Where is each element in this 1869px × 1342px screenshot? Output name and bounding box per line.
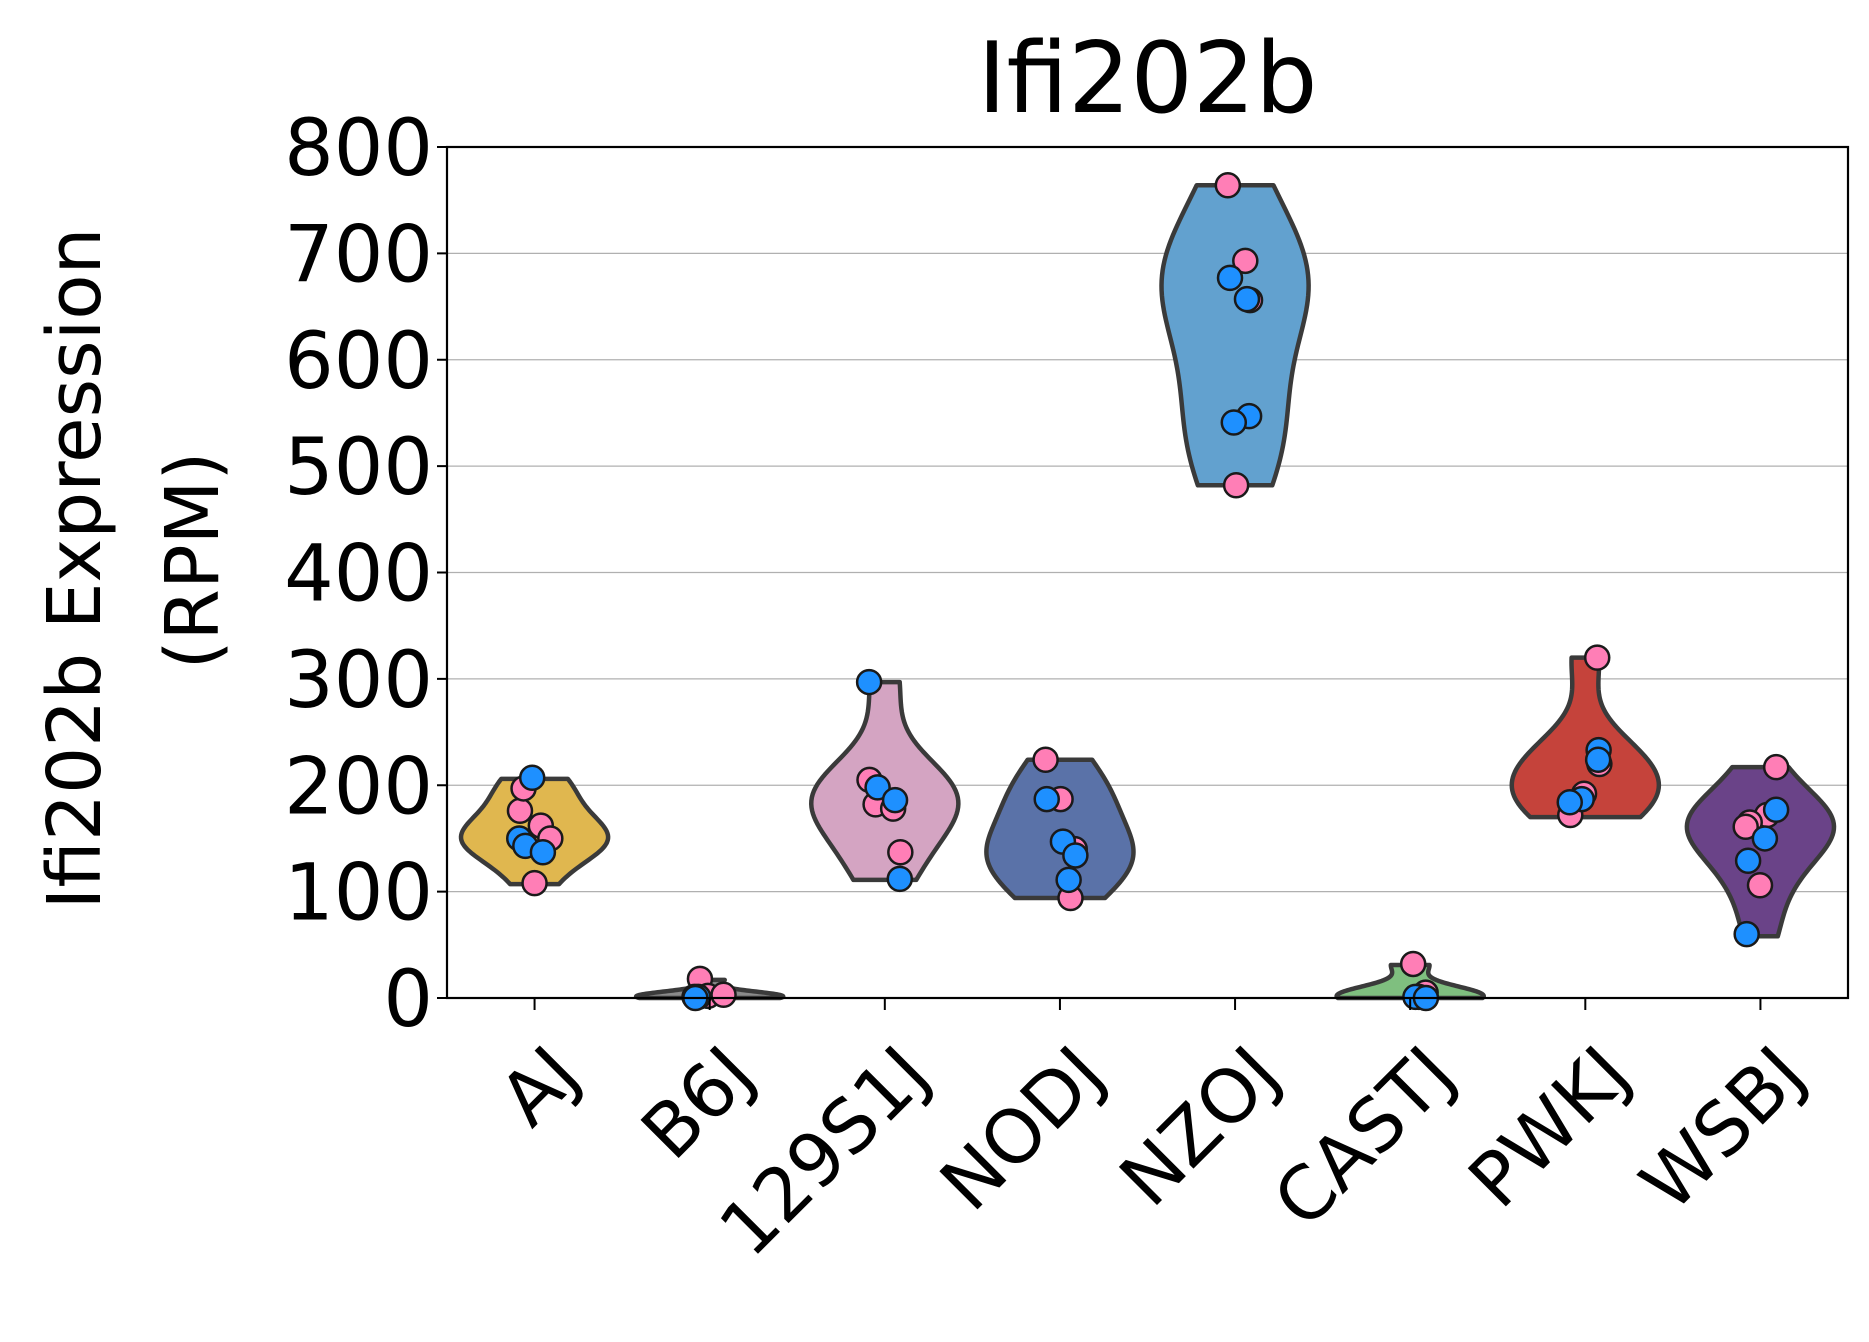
male-point <box>1734 847 1762 875</box>
x-tick-label: NODJ <box>924 1030 1121 1227</box>
male-point <box>864 774 891 801</box>
x-tick-label: WSBJ <box>1625 1030 1822 1227</box>
female-point <box>506 797 534 825</box>
male-point <box>1220 409 1248 436</box>
y-tick-label: 800 <box>284 104 433 194</box>
female-point <box>1214 172 1242 199</box>
violin-nzoj <box>1159 183 1311 488</box>
female-point <box>1232 247 1259 275</box>
male-point <box>1584 746 1612 773</box>
male-point <box>855 668 883 696</box>
male-point <box>1033 785 1060 813</box>
grid-lines <box>447 252 1848 893</box>
x-tick-label: PWKJ <box>1453 1030 1647 1224</box>
female-point <box>1746 871 1774 899</box>
male-point <box>518 764 546 792</box>
y-tick-label: 100 <box>284 849 433 939</box>
male-point <box>1216 264 1244 292</box>
y-axis-label-line1: Ifi202b Expression <box>32 228 118 910</box>
male-point <box>1556 789 1583 816</box>
y-tick-label: 200 <box>284 742 433 832</box>
male-point <box>1733 920 1760 948</box>
x-tick-label: CASTJ <box>1258 1030 1472 1244</box>
female-point <box>887 839 914 866</box>
female-point <box>521 869 548 897</box>
male-point <box>1751 825 1779 852</box>
female-point <box>1032 746 1059 773</box>
violins <box>458 183 1837 1001</box>
x-tick-label: B6J <box>625 1030 770 1175</box>
y-axis-label: Ifi202b Expression (RPM) <box>32 228 236 910</box>
chart-title: Ifi202b <box>978 22 1318 136</box>
female-point <box>1583 644 1611 671</box>
female-point <box>710 981 737 1009</box>
y-tick-label: 500 <box>284 423 433 513</box>
violin-pwkj <box>1509 655 1662 820</box>
violin-wsbj <box>1684 764 1837 939</box>
y-tick-label: 300 <box>284 636 433 726</box>
female-point <box>1732 813 1759 840</box>
data-points <box>505 172 1790 1012</box>
y-tick-label: 700 <box>284 210 433 300</box>
y-tick-label: 600 <box>284 317 433 407</box>
x-tick-label: AJ <box>484 1030 596 1142</box>
male-point <box>529 839 557 866</box>
male-point <box>886 865 914 893</box>
female-point <box>1399 950 1427 978</box>
male-point <box>1062 842 1089 869</box>
y-tick-label: 400 <box>284 530 433 620</box>
male-point <box>1762 796 1790 823</box>
violin-castj <box>1334 962 1486 1001</box>
female-point <box>1762 753 1790 781</box>
male-point <box>881 786 909 814</box>
y-axis-label-line2: (RPM) <box>150 452 236 670</box>
male-point <box>1055 866 1082 894</box>
y-tick-label: 0 <box>383 955 433 1045</box>
female-point <box>1222 472 1250 499</box>
male-point <box>1233 285 1261 313</box>
